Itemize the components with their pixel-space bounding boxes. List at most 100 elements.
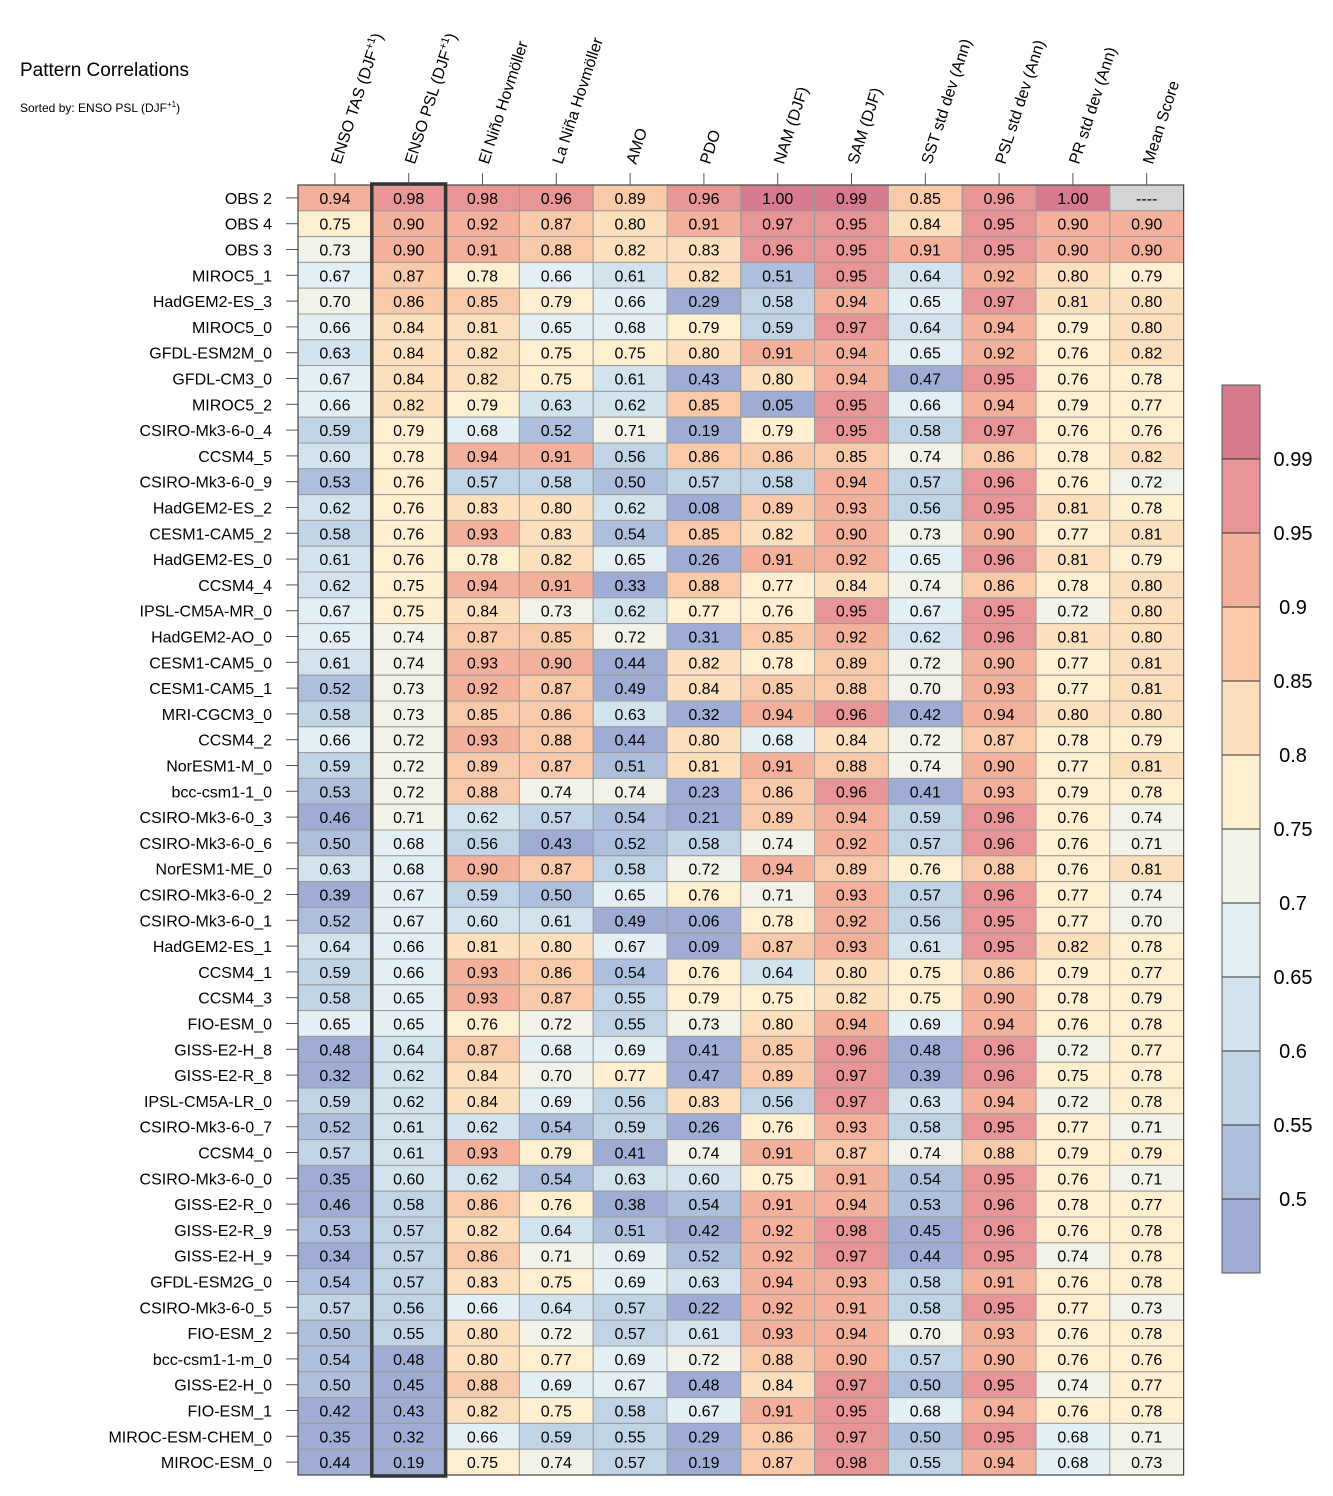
heatmap-cell (1035, 1190, 1111, 1218)
cell-value: 0.80 (688, 733, 719, 750)
cell-value: 0.74 (1131, 888, 1162, 905)
cell-value: 0.63 (541, 397, 572, 414)
cell-value: 0.78 (1057, 578, 1088, 595)
heatmap-cell (518, 1371, 594, 1399)
cell-value: 0.78 (1057, 991, 1088, 1008)
heatmap-cell (887, 1293, 963, 1321)
cell-value: 0.57 (319, 1300, 350, 1317)
cell-value: 0.89 (836, 862, 867, 879)
cell-value: 0.84 (836, 578, 867, 595)
heatmap-cell (814, 623, 889, 650)
heatmap-cell (814, 313, 889, 341)
cell-value: 0.93 (467, 526, 498, 543)
cell-value: 0.92 (762, 1249, 793, 1266)
cell-value: 0.50 (910, 1429, 941, 1446)
cell-value: 0.35 (319, 1171, 350, 1188)
heatmap-cell (740, 1345, 816, 1373)
cell-value: 0.58 (319, 991, 350, 1008)
heatmap-cell (518, 184, 594, 212)
heatmap-cell (814, 1345, 889, 1373)
cell-value: 0.93 (467, 733, 498, 750)
cell-value: 0.79 (1057, 397, 1088, 414)
cell-value: 0.77 (615, 1068, 646, 1085)
cell-value: 0.61 (615, 268, 646, 285)
cell-value: 0.51 (615, 759, 646, 776)
cell-value: 0.54 (688, 1197, 719, 1214)
cell-value: 0.52 (319, 1120, 350, 1137)
cell-value: 0.76 (688, 888, 719, 905)
heatmap-cell (518, 236, 594, 263)
cell-value: 0.84 (910, 217, 941, 234)
heatmap-cell (887, 777, 963, 805)
cell-value: 0.91 (836, 1300, 867, 1317)
cell-value: 0.80 (1131, 294, 1162, 311)
row-label: CCSM4_5 (198, 449, 272, 466)
cell-value: 0.58 (393, 1197, 424, 1214)
cell-value: 0.89 (615, 191, 646, 208)
heatmap-cell (1109, 623, 1185, 650)
colorbar-tick-label: 0.8 (1279, 745, 1307, 767)
cell-value: 0.58 (910, 1300, 941, 1317)
cell-value: 0.68 (393, 836, 424, 853)
cell-value: 0.56 (467, 836, 498, 853)
cell-value: 0.88 (467, 1378, 498, 1395)
heatmap-cell (887, 1448, 963, 1476)
heatmap-cell (814, 1293, 889, 1321)
cell-value: 0.08 (688, 501, 719, 518)
row-label: CSIRO-Mk3-6-0_0 (140, 1171, 273, 1188)
cell-value: 0.91 (762, 552, 793, 569)
cell-value: 0.78 (1131, 501, 1162, 518)
heatmap-cell (1035, 1422, 1111, 1450)
cell-value: 0.70 (910, 1326, 941, 1343)
heatmap-cell (1035, 1242, 1111, 1270)
row-label: CCSM4_3 (198, 991, 272, 1008)
cell-value: 0.95 (984, 501, 1015, 518)
cell-value: 0.50 (319, 1378, 350, 1395)
heatmap-cell (1109, 648, 1185, 676)
cell-value: 0.74 (393, 630, 424, 647)
cell-value: 0.68 (467, 423, 498, 440)
heatmap-cell (297, 597, 373, 625)
cell-value: 0.57 (467, 475, 498, 492)
cell-value: 0.06 (688, 913, 719, 930)
heatmap-cell (518, 881, 594, 908)
heatmap-cell (518, 932, 594, 960)
cell-value: 0.95 (984, 1300, 1015, 1317)
heatmap-cell (961, 1448, 1037, 1476)
cell-value: 0.59 (319, 759, 350, 776)
cell-value: 0.62 (467, 810, 498, 827)
heatmap-cell (297, 468, 373, 496)
cell-value: 0.78 (1131, 1404, 1162, 1421)
heatmap-cell (445, 855, 520, 883)
cell-value: 0.75 (1057, 1068, 1088, 1085)
cell-value: 0.91 (762, 759, 793, 776)
cell-value: 0.39 (319, 888, 350, 905)
heatmap-cell (814, 1397, 889, 1424)
heatmap-cell (814, 236, 889, 263)
heatmap-cell (297, 1190, 373, 1218)
cell-value: 0.53 (319, 1223, 350, 1240)
chart-title: Pattern Correlations (20, 60, 189, 81)
heatmap-cell (740, 1216, 816, 1244)
cell-value: 0.80 (1131, 604, 1162, 621)
cell-value: 0.76 (1057, 346, 1088, 363)
cell-value: 0.96 (984, 475, 1015, 492)
cell-value: 0.76 (393, 552, 424, 569)
cell-value: 0.85 (762, 1042, 793, 1059)
cell-value: 0.76 (1057, 1352, 1088, 1369)
cell-value: 0.76 (762, 604, 793, 621)
heatmap-cell (961, 726, 1037, 754)
cell-value: 0.77 (541, 1352, 572, 1369)
cell-value: 0.90 (467, 862, 498, 879)
cell-value: 0.97 (762, 217, 793, 234)
cell-value: 0.68 (541, 1042, 572, 1059)
heatmap-cell (518, 1164, 594, 1192)
cell-value: 0.77 (1057, 1300, 1088, 1317)
cell-value: 0.92 (467, 217, 498, 234)
cell-value: 0.84 (393, 372, 424, 389)
heatmap-cell (1109, 752, 1185, 779)
cell-value: 0.74 (615, 784, 646, 801)
cell-value: 0.56 (762, 1094, 793, 1111)
cell-value: 0.72 (615, 630, 646, 647)
cell-value: 0.87 (541, 862, 572, 879)
